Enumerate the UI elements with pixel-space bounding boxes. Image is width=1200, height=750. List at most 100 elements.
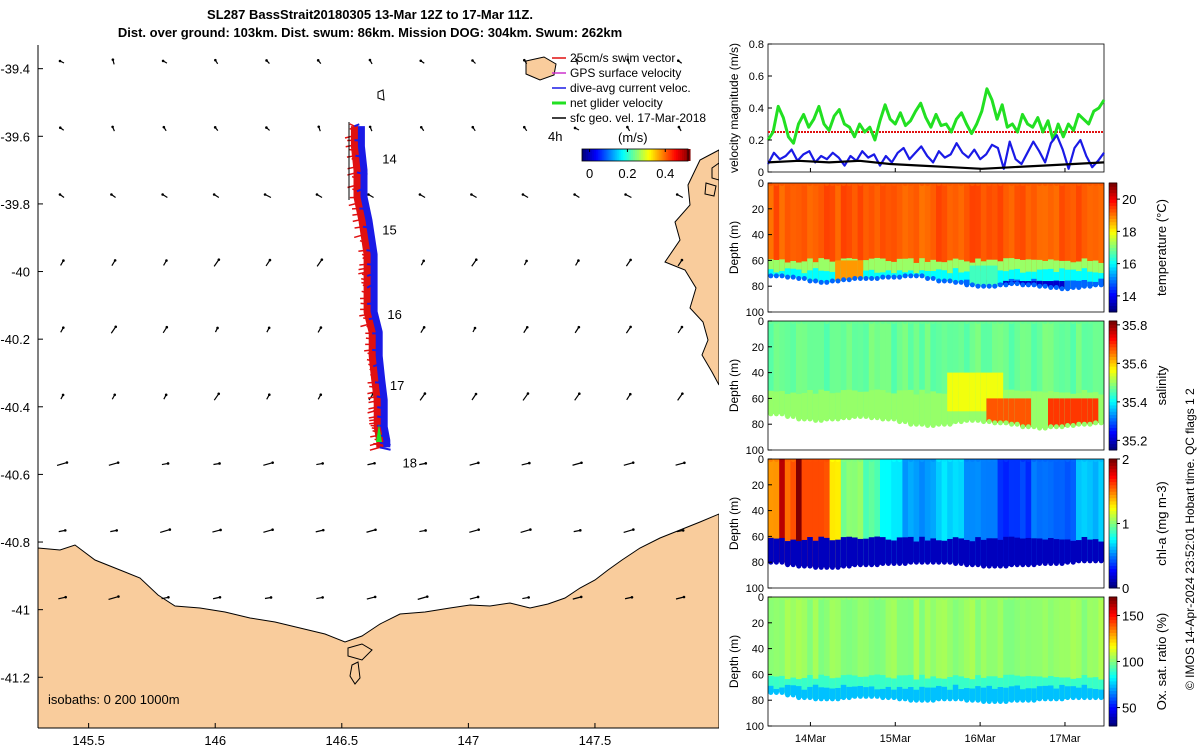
heatmap-column bbox=[880, 459, 887, 564]
profile-bottom-dot bbox=[1042, 283, 1048, 289]
profile-bottom-dot bbox=[790, 274, 796, 280]
heatmap-column bbox=[969, 597, 976, 701]
profile-bottom-dot bbox=[768, 411, 774, 417]
profile-bottom-dot bbox=[785, 562, 791, 568]
colorbar-segment bbox=[1109, 648, 1117, 653]
colorbar-segment bbox=[1109, 581, 1117, 586]
colorbar-segment bbox=[661, 149, 665, 161]
profile-bottom-dot bbox=[807, 695, 813, 701]
sfc-velocity-arrowhead bbox=[573, 193, 576, 196]
profile-bottom-dot bbox=[824, 564, 830, 570]
heatmap-layer bbox=[930, 687, 937, 701]
profile-bottom-dot bbox=[1087, 695, 1093, 701]
heatmap-column bbox=[891, 459, 898, 564]
profile-bottom-dot bbox=[930, 422, 936, 428]
day-label: 17 bbox=[390, 378, 404, 393]
sfc-velocity-arrowhead bbox=[217, 392, 221, 396]
swim-vector bbox=[345, 144, 355, 148]
heatmap-column bbox=[1076, 597, 1083, 698]
profile-top-dot bbox=[981, 183, 987, 187]
colorbar-segment bbox=[1109, 558, 1117, 563]
colorbar-segment bbox=[1109, 719, 1117, 724]
heatmap-column bbox=[818, 459, 825, 568]
profile-bottom-dot bbox=[785, 413, 791, 419]
profile-bottom-dot bbox=[874, 275, 880, 281]
heatmap-layer bbox=[846, 536, 853, 567]
profile-bottom-dot bbox=[969, 417, 975, 423]
heatmap-column bbox=[790, 459, 797, 565]
time-tick-label: 16Mar bbox=[965, 733, 997, 745]
profile-top-dot bbox=[936, 459, 942, 463]
heatmap-layer bbox=[1070, 540, 1077, 563]
sfc-velocity-arrowhead bbox=[476, 595, 480, 599]
colorbar-segment bbox=[1109, 526, 1117, 531]
heatmap-column bbox=[874, 459, 881, 565]
heatmap-column bbox=[1092, 321, 1099, 423]
heatmap-layer bbox=[885, 392, 892, 420]
profile-bottom-dot bbox=[913, 697, 919, 703]
heatmap-layer bbox=[1081, 280, 1088, 287]
heatmap-area bbox=[768, 459, 1104, 588]
heatmap-layer bbox=[801, 677, 808, 698]
profile-top-dot bbox=[1020, 459, 1026, 463]
heatmap-layer bbox=[812, 393, 819, 421]
sfc-velocity-arrowhead bbox=[681, 529, 685, 532]
heatmap-column bbox=[840, 597, 847, 698]
depth-tick-label: 40 bbox=[752, 644, 764, 656]
heatmap-column bbox=[863, 597, 870, 697]
profile-top-dot bbox=[785, 459, 791, 463]
colorbar-segment bbox=[1109, 635, 1117, 640]
profile-top-dot bbox=[1042, 459, 1048, 463]
sfc-velocity-arrow bbox=[366, 596, 376, 600]
heatmap-layer bbox=[868, 675, 875, 697]
heatmap-layer bbox=[919, 258, 926, 276]
colorbar-segment bbox=[1109, 471, 1117, 476]
colorbar-segment bbox=[1109, 625, 1117, 630]
colorbar-tick-label: 0 bbox=[586, 166, 593, 181]
profile-bottom-dot bbox=[863, 562, 869, 568]
colorbar-segment bbox=[1109, 205, 1117, 210]
colorbar-segment bbox=[681, 149, 685, 161]
heatmap-column bbox=[1098, 459, 1104, 561]
heatmap-column bbox=[790, 597, 797, 696]
profile-top-dot bbox=[885, 459, 891, 463]
heatmap-layer bbox=[997, 687, 1004, 702]
profile-top-dot bbox=[829, 597, 835, 601]
sfc-velocity-arrow bbox=[213, 259, 220, 267]
heatmap-column bbox=[902, 459, 909, 564]
swim-vector bbox=[354, 225, 364, 229]
profile-top-dot bbox=[829, 321, 835, 325]
sfc-velocity-arrowhead bbox=[217, 258, 221, 261]
heatmap-patch bbox=[992, 265, 999, 287]
profile-top-dot bbox=[790, 597, 796, 601]
isobaths-label: isobaths: 0 200 1000m bbox=[48, 692, 180, 707]
sfc-velocity-arrowhead bbox=[631, 461, 635, 464]
heatmap-column bbox=[835, 597, 842, 699]
profile-bottom-dot bbox=[897, 696, 903, 702]
profile-bottom-dot bbox=[796, 275, 802, 281]
profile-top-dot bbox=[925, 597, 931, 601]
sfc-velocity-arrowhead bbox=[114, 325, 118, 329]
depth-tick-label: 0 bbox=[758, 178, 764, 190]
dive-avg-current-vector bbox=[368, 317, 375, 321]
sfc-velocity-arrow bbox=[263, 529, 273, 533]
heatmap-layer bbox=[986, 538, 993, 567]
colorbar-segment bbox=[1109, 661, 1117, 666]
depth-tick-label: 100 bbox=[746, 721, 764, 733]
heatmap-column bbox=[1042, 597, 1049, 699]
heatmap-patch bbox=[1059, 281, 1066, 289]
heatmap-column bbox=[807, 597, 814, 698]
heatmap-layer bbox=[1087, 677, 1094, 698]
heatmap-column bbox=[796, 321, 803, 420]
profile-bottom-dot bbox=[897, 560, 903, 566]
sfc-velocity-arrow bbox=[675, 596, 685, 600]
heatmap-layer bbox=[936, 269, 943, 282]
profile-top-dot bbox=[846, 459, 852, 463]
title-line-1: SL287 BassStrait20180305 13-Mar 12Z to 1… bbox=[207, 7, 533, 22]
profile-top-dot bbox=[841, 597, 847, 601]
heatmap-layer bbox=[1053, 272, 1060, 288]
profile-top-dot bbox=[908, 183, 914, 187]
swim-vector bbox=[361, 273, 368, 277]
heatmap-layer bbox=[846, 389, 853, 418]
